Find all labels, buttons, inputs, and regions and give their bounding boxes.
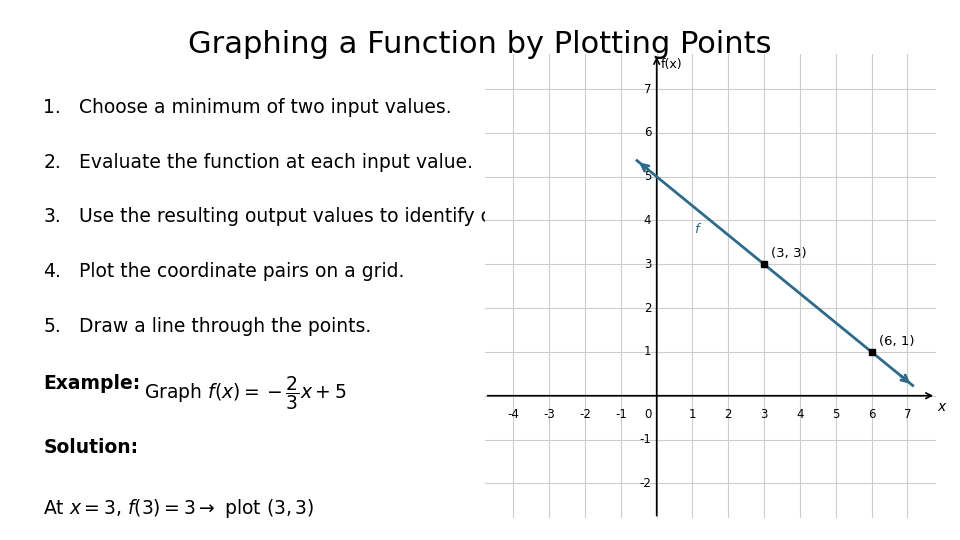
Text: Graphing a Function by Plotting Points: Graphing a Function by Plotting Points — [188, 30, 772, 59]
Text: -4: -4 — [508, 408, 519, 421]
Text: 6: 6 — [644, 126, 651, 139]
Text: -1: -1 — [615, 408, 627, 421]
Text: Evaluate the function at each input value.: Evaluate the function at each input valu… — [79, 153, 473, 172]
Text: f: f — [694, 222, 699, 235]
Text: -1: -1 — [639, 433, 651, 446]
Text: 2.: 2. — [43, 153, 60, 172]
Text: -3: -3 — [543, 408, 555, 421]
Text: 1.: 1. — [43, 98, 60, 117]
Text: Use the resulting output values to identify coordinate pairs.: Use the resulting output values to ident… — [79, 207, 638, 226]
Text: f(x): f(x) — [661, 57, 683, 71]
Text: Example:: Example: — [43, 374, 140, 393]
Text: 5.: 5. — [43, 316, 60, 336]
Text: -2: -2 — [579, 408, 591, 421]
Text: -2: -2 — [639, 477, 651, 490]
Text: 0: 0 — [644, 408, 651, 421]
Text: 3.: 3. — [43, 207, 60, 226]
Text: 4.: 4. — [43, 262, 61, 281]
Text: 4: 4 — [796, 408, 804, 421]
Text: At $x = 3$, $f(3) = 3 \rightarrow$ plot $(3,3)$: At $x = 3$, $f(3) = 3 \rightarrow$ plot … — [43, 497, 315, 520]
Text: 6: 6 — [868, 408, 876, 421]
Text: 4: 4 — [644, 214, 651, 227]
Text: 7: 7 — [903, 408, 911, 421]
Text: Graph $f(x) = -\dfrac{2}{3}x + 5$: Graph $f(x) = -\dfrac{2}{3}x + 5$ — [144, 374, 347, 411]
Text: 2: 2 — [725, 408, 732, 421]
Text: (6, 1): (6, 1) — [878, 335, 914, 348]
Text: Draw a line through the points.: Draw a line through the points. — [79, 316, 372, 336]
Text: (3, 3): (3, 3) — [771, 247, 807, 260]
Text: Choose a minimum of two input values.: Choose a minimum of two input values. — [79, 98, 452, 117]
Text: 7: 7 — [644, 83, 651, 96]
Text: Solution:: Solution: — [43, 438, 138, 457]
Text: 5: 5 — [832, 408, 839, 421]
Text: 5: 5 — [644, 170, 651, 183]
Text: 3: 3 — [760, 408, 768, 421]
Text: 3: 3 — [644, 258, 651, 271]
Text: 1: 1 — [688, 408, 696, 421]
Text: 2: 2 — [644, 302, 651, 315]
Text: x: x — [938, 400, 946, 414]
Text: 1: 1 — [644, 346, 651, 359]
Text: Plot the coordinate pairs on a grid.: Plot the coordinate pairs on a grid. — [79, 262, 404, 281]
